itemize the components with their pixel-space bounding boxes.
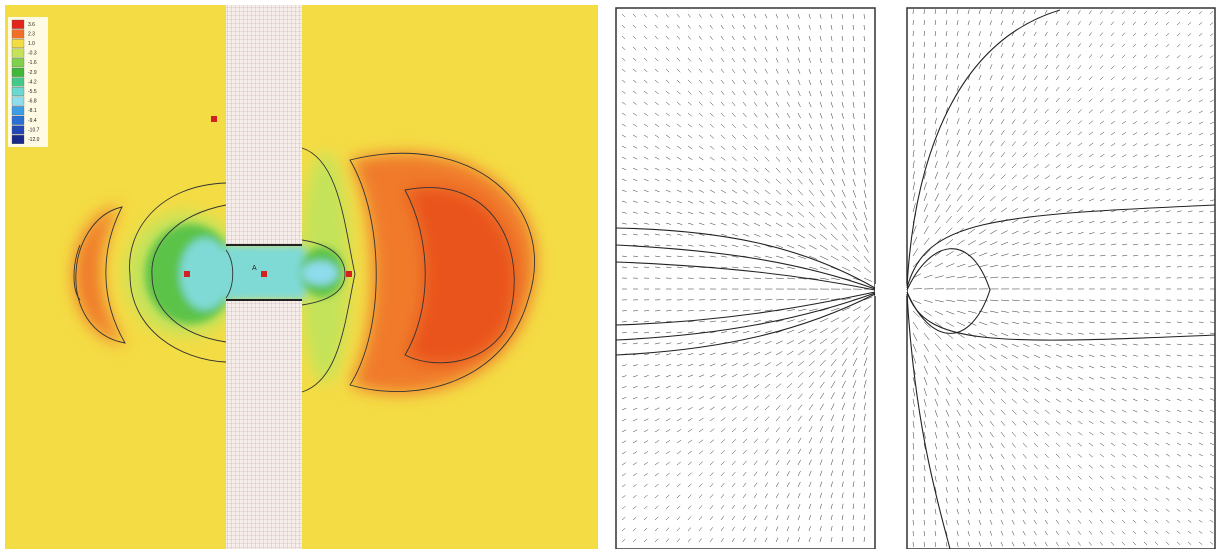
legend-swatch: [12, 78, 24, 87]
legend-label: -2.9: [28, 70, 37, 76]
legend-label: -6.8: [28, 99, 37, 105]
point-label: A: [252, 265, 257, 272]
legend-label: -9.4: [28, 118, 37, 124]
wall-lower: [226, 300, 302, 549]
figure: A 3.6 2.3 1.0 -0.3 -1.6 -2.9 -4.2 -5.5 -6.8 -8.1 -…: [0, 0, 1218, 549]
legend-label: 2.3: [28, 31, 35, 37]
legend-swatch: [12, 58, 24, 67]
legend-label: -5.5: [28, 89, 37, 95]
legend-swatch: [12, 30, 24, 39]
channel: [875, 284, 907, 296]
legend-swatch: [12, 87, 24, 96]
legend-label: -12.0: [28, 137, 40, 143]
wall-upper: [226, 5, 302, 245]
legend-label: -8.1: [28, 108, 37, 114]
legend-label: -4.2: [28, 79, 37, 85]
legend-swatch: [12, 20, 24, 29]
legend-label: 1.0: [28, 41, 35, 47]
legend-swatch: [12, 116, 24, 125]
legend-swatch: [12, 49, 24, 58]
legend: 3.6 2.3 1.0 -0.3 -1.6 -2.9 -4.2 -5.5 -6.8 -8.1 -9.…: [8, 17, 48, 147]
legend-swatch: [12, 106, 24, 115]
legend-label: 3.6: [28, 22, 35, 28]
legend-swatch: [12, 39, 24, 48]
legend-swatch: [12, 135, 24, 144]
contour-panel: A 3.6 2.3 1.0 -0.3 -1.6 -2.9 -4.2 -5.5 -6.8 -8.1 -…: [5, 5, 598, 549]
vector-panel: [616, 8, 1215, 549]
legend-swatch: [12, 126, 24, 135]
legend-label: -0.3: [28, 51, 37, 57]
domain-left: [616, 8, 875, 549]
legend-label: -10.7: [28, 127, 40, 133]
legend-label: -1.6: [28, 60, 37, 66]
legend-swatch: [12, 68, 24, 77]
legend-swatch: [12, 97, 24, 106]
page: A 3.6 2.3 1.0 -0.3 -1.6 -2.9 -4.2 -5.5 -6.8 -8.1 -…: [0, 0, 1218, 549]
